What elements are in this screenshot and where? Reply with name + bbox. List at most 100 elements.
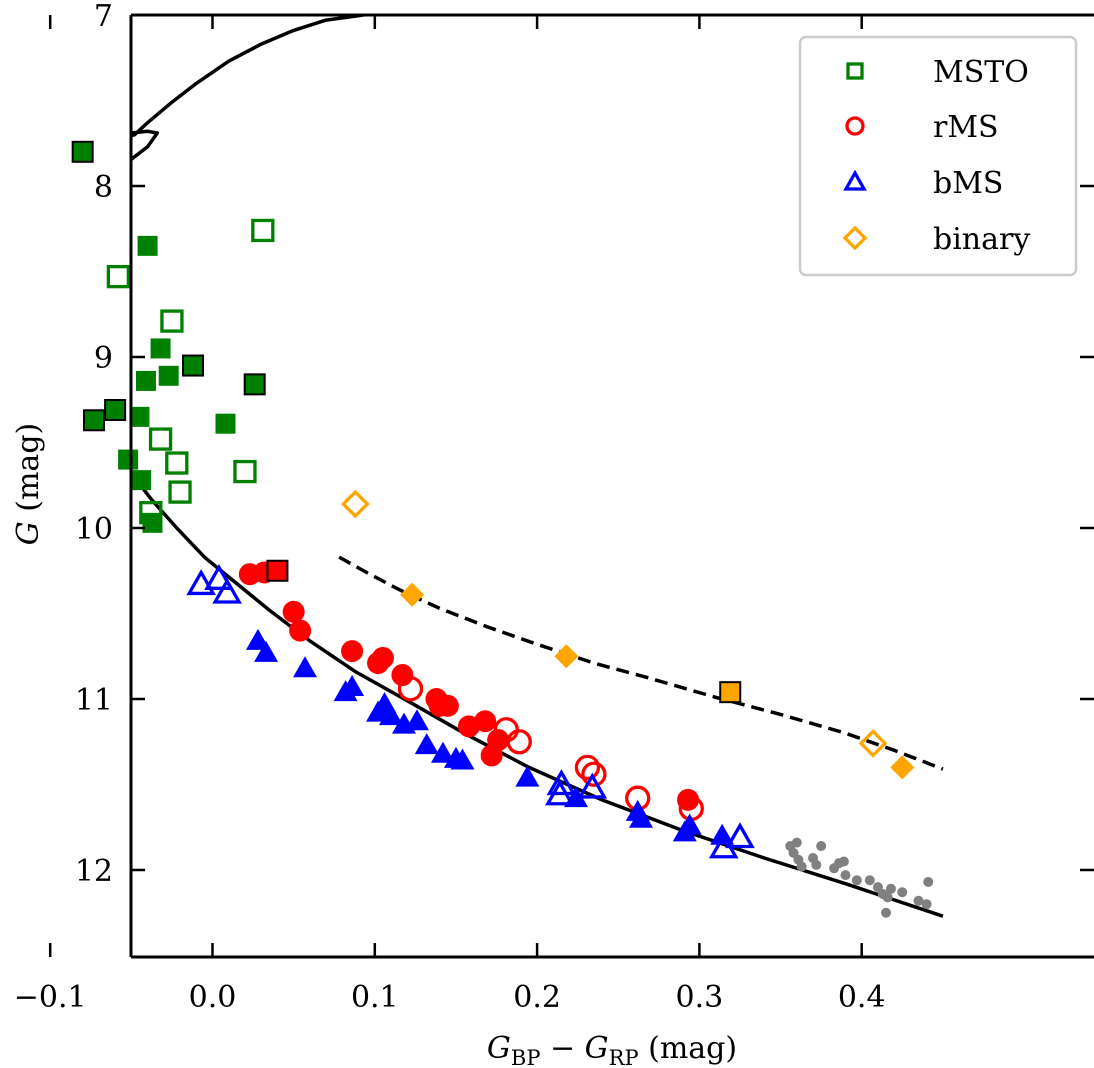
msto-point [160,309,184,333]
rms-point [371,646,394,669]
bms-point [254,640,279,662]
x-label-g1: G [487,1031,511,1066]
bms-point [404,709,429,731]
y-tick-label: 8 [94,170,113,205]
msto-point [182,354,205,377]
msto-point [137,235,158,256]
bms-point [677,813,702,835]
x-tick-label: 0.0 [189,980,237,1015]
msto-point [251,218,275,243]
x-tick-label: 0.3 [676,980,724,1015]
legend-label-binary: binary [933,222,1030,257]
binary-point [858,729,888,758]
field-star-point [923,876,934,887]
msto-point [106,264,131,289]
bms-point [414,733,439,755]
rms-point [282,600,305,623]
msto-point [150,338,171,359]
bms-point [379,704,404,726]
x-tick-label: 0.4 [838,980,886,1015]
y-axis-label: G (mag) [11,423,46,545]
bms-point [430,741,455,763]
rms-point [436,694,459,717]
field-star-point [881,907,892,918]
legend: MSTO rMS bMS binary [798,35,1078,277]
msto-point [168,480,192,504]
binary-square-point [719,681,742,704]
field-star-point [864,875,875,886]
bms-point [710,823,735,845]
x-axis-label: GBP − GRP (mag) [487,1031,737,1068]
legend-marker-binary [842,225,868,251]
y-tick-label: 7 [94,0,113,34]
field-star-point [840,870,851,881]
rms-square-point [266,559,289,582]
field-star-point [851,875,862,886]
y-tick-label: 10 [75,512,113,547]
y-tick-label: 9 [94,341,113,376]
bms-point [212,577,242,604]
field-star-point [921,899,932,910]
legend-marker-bMS [843,169,867,191]
bms-point [628,806,653,828]
field-star-point [838,856,849,867]
bms-point [340,675,365,697]
x-tick-label: −0.1 [14,980,87,1015]
field-star-point [885,883,896,894]
plot-area: −0.1 0.0 0.1 0.2 0.3 0.4 7 8 9 10 11 12 [14,0,1094,1015]
y-tick-label: 12 [75,854,113,889]
binary-point [400,582,425,607]
x-label-unit: (mag) [639,1031,737,1066]
msto-point [71,140,94,163]
y-label-g: G [11,521,46,545]
x-label-g2: G [585,1031,609,1066]
legend-marker-rMS [845,116,865,136]
msto-point [83,409,106,432]
msto-point [104,399,127,422]
rms-point [391,664,414,687]
axis-labels: GBP − GRP (mag) G (mag) [11,423,737,1068]
bms-point [544,779,575,806]
rms-point [474,710,497,733]
x-label-sub-bp: BP [511,1046,541,1068]
bms-point [725,822,755,849]
field-star-point [913,895,924,906]
legend-label-rms: rMS [933,110,999,145]
field-star-point [882,892,893,903]
legend-label-bms: bMS [933,166,1003,201]
legend-marker-MSTO [846,62,864,80]
binary-point [340,489,370,519]
msto-point [129,406,150,427]
binary-point [554,644,579,669]
msto-point [165,451,189,475]
bms-point [186,569,216,596]
x-tick-label: 0.2 [513,980,561,1015]
bms-point [564,786,589,808]
y-tick-label: 11 [75,683,113,718]
x-label-minus: − [540,1031,584,1066]
msto-point [243,373,266,396]
msto-point [233,459,257,484]
rms-point [677,788,700,811]
msto-point [135,370,156,391]
msto-point [118,449,139,470]
field-star-point [796,861,807,872]
msto-point [215,413,236,434]
rms-point [341,640,364,663]
rms-point [581,761,607,787]
x-tick-label: 0.1 [351,980,399,1015]
legend-entries [842,62,868,251]
legend-label-msto: MSTO [933,55,1029,90]
binary-point [890,755,915,780]
rms-point [397,676,424,702]
field-star-point [791,837,802,848]
binary-sequence-line [338,555,944,771]
bms-point [577,772,608,799]
msto-point [131,470,152,491]
field-star-point [811,859,822,870]
msto-point [142,512,163,533]
field-star-point [897,887,908,898]
bms-point [515,765,540,787]
msto-point [148,427,173,451]
